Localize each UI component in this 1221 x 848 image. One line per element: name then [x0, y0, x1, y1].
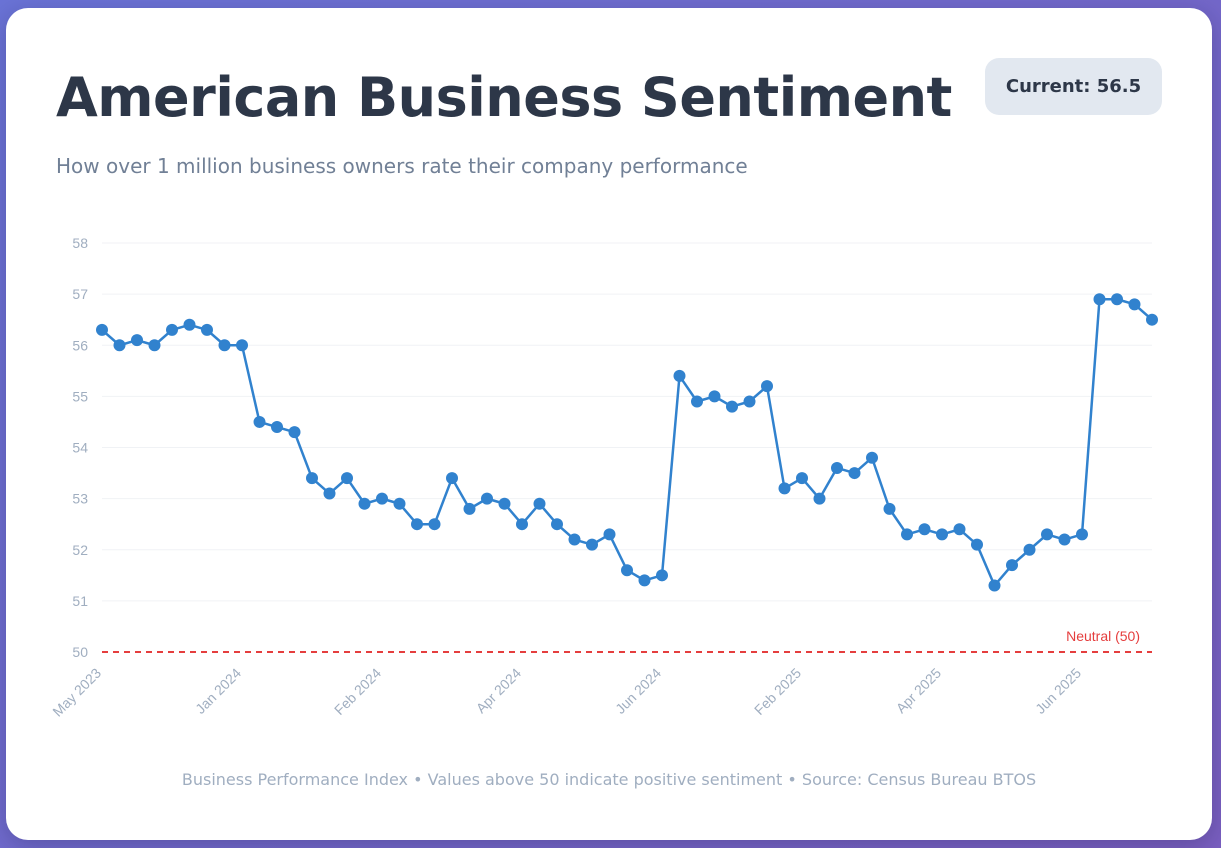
y-axis-ticks: 50 51 52 53 54 55 56 57 58 [72, 235, 88, 660]
data-point [131, 334, 143, 347]
series-line [101, 297, 1153, 587]
data-point [516, 518, 528, 531]
data-point [341, 472, 353, 485]
data-point [323, 487, 336, 500]
data-point [253, 415, 266, 428]
y-tick-label: 53 [72, 491, 88, 507]
data-point [271, 421, 283, 434]
series-line-path [101, 297, 1153, 587]
data-point [533, 497, 546, 510]
data-point [621, 564, 633, 577]
data-point [743, 395, 756, 408]
x-tick-label: Feb 2024 [331, 665, 384, 718]
data-point [831, 461, 843, 474]
current-value-badge: Current: 56.5 [985, 58, 1162, 115]
data-point [761, 380, 773, 393]
x-tick-label: Jun 2024 [612, 665, 664, 717]
data-point [393, 497, 406, 510]
data-point [918, 523, 931, 536]
sentiment-line-chart: 50 51 52 53 54 55 56 57 58 Neutral (50) May 2023… [49, 235, 1158, 720]
data-point [166, 323, 178, 336]
data-point [1041, 528, 1053, 541]
y-tick-label: 51 [72, 593, 88, 609]
data-point [936, 528, 948, 541]
data-point [971, 538, 983, 551]
data-point [901, 528, 913, 541]
data-point [1006, 559, 1018, 572]
data-point [603, 528, 616, 541]
x-tick-label: May 2023 [49, 665, 104, 720]
data-point [498, 497, 511, 510]
data-point [1128, 298, 1141, 311]
x-tick-label: Feb 2025 [751, 665, 804, 718]
x-tick-label: Apr 2024 [473, 665, 525, 717]
neutral-line-label: Neutral (50) [1066, 628, 1140, 644]
data-point [218, 339, 231, 352]
x-tick-label: Jun 2025 [1032, 665, 1084, 717]
data-point [428, 518, 441, 531]
x-tick-label: Jan 2024 [192, 665, 244, 717]
data-point [1076, 528, 1088, 541]
y-tick-label: 56 [72, 337, 88, 353]
data-point [883, 502, 896, 515]
data-point [656, 569, 668, 582]
x-tick-label: Apr 2025 [893, 665, 945, 717]
data-point [1058, 533, 1071, 546]
data-point [148, 339, 161, 352]
data-point [1023, 543, 1036, 556]
data-point [568, 533, 581, 546]
data-point [673, 369, 686, 382]
data-point [463, 502, 476, 515]
data-point [988, 579, 1001, 592]
data-point [691, 395, 703, 408]
data-point [638, 574, 651, 587]
data-point [376, 492, 388, 505]
data-point [796, 472, 808, 485]
neutral-reference: Neutral (50) [102, 628, 1152, 653]
data-point [113, 339, 126, 352]
x-axis-ticks: May 2023 Jan 2024 Feb 2024 Apr 2024 Jun 2024… [49, 665, 1084, 720]
y-tick-label: 50 [72, 644, 88, 660]
data-point [1111, 293, 1123, 306]
data-point [1146, 313, 1158, 326]
data-point [1093, 293, 1106, 306]
series-points [96, 293, 1158, 592]
data-point [201, 323, 213, 336]
y-tick-label: 54 [72, 440, 88, 456]
data-point [481, 492, 493, 505]
data-point [708, 390, 721, 403]
y-tick-label: 57 [72, 286, 88, 302]
data-point [288, 426, 301, 439]
data-point [586, 538, 598, 551]
data-point [411, 518, 423, 531]
data-point [726, 400, 738, 413]
data-point [306, 472, 318, 485]
chart-footer-note: Business Performance Index • Values abov… [181, 770, 1037, 789]
page-title: American Business Sentiment [56, 66, 952, 129]
data-point [551, 518, 563, 531]
data-point [953, 523, 966, 536]
data-point [446, 472, 458, 485]
data-point [183, 318, 196, 331]
data-point [778, 482, 791, 495]
data-point [96, 323, 108, 336]
y-tick-label: 58 [72, 235, 88, 251]
data-point [866, 451, 878, 464]
data-point [848, 467, 861, 480]
data-point [236, 339, 248, 352]
data-point [358, 497, 371, 510]
y-tick-label: 55 [72, 388, 88, 404]
page-subtitle: How over 1 million business owners rate … [56, 154, 748, 178]
chart-card: American Business Sentiment How over 1 m… [6, 8, 1212, 840]
data-point [813, 492, 826, 505]
y-tick-label: 52 [72, 542, 88, 558]
